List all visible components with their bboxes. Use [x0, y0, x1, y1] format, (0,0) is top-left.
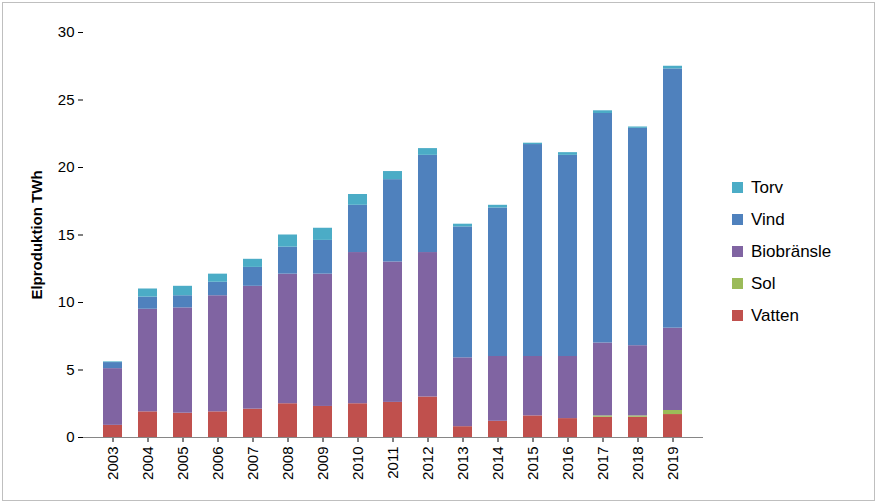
svg-text:2015: 2015	[524, 447, 541, 480]
html-text:Vind: Vind	[751, 209, 785, 229]
svg-text:2012: 2012	[419, 447, 436, 480]
svg-text:2019: 2019	[664, 447, 681, 480]
html-text:Sol: Sol	[751, 273, 776, 293]
svg-text:2003: 2003	[104, 447, 121, 480]
svg-text:2016: 2016	[559, 447, 576, 480]
svg-text:20: 20	[58, 158, 75, 175]
svg-text:2018: 2018	[629, 447, 646, 480]
svg-text:2009: 2009	[314, 447, 331, 480]
svg-text:Elproduktion TWh: Elproduktion TWh	[28, 170, 45, 299]
svg-text:0: 0	[66, 428, 74, 445]
svg-text:2007: 2007	[244, 447, 261, 480]
svg-text:2005: 2005	[174, 447, 191, 480]
html-text:Biobränsle: Biobränsle	[751, 241, 832, 261]
html-text:Torv: Torv	[751, 177, 784, 197]
svg-text:2011: 2011	[384, 447, 401, 479]
svg-text:2006: 2006	[209, 447, 226, 480]
svg-text:2010: 2010	[349, 447, 366, 480]
svg-text:15: 15	[58, 226, 75, 243]
html-text:Vatten: Vatten	[751, 305, 799, 325]
svg-text:5: 5	[66, 361, 74, 378]
svg-text:2014: 2014	[489, 447, 506, 480]
svg-text:2013: 2013	[454, 447, 471, 480]
svg-text:2017: 2017	[594, 447, 611, 480]
svg-text:10: 10	[58, 293, 75, 310]
svg-text:2008: 2008	[279, 447, 296, 480]
svg-text:25: 25	[58, 91, 75, 108]
svg-text:30: 30	[58, 23, 75, 40]
svg-text:2004: 2004	[139, 447, 156, 480]
